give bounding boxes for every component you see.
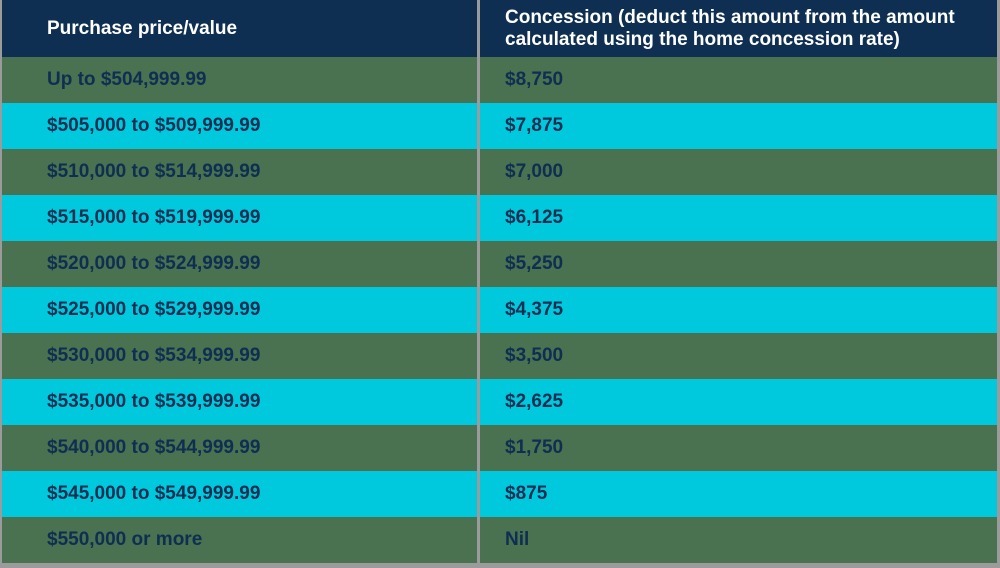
price-text: $520,000 to $524,999.99 [47,253,261,274]
concession-cell: $3,500 [480,333,997,379]
table-body: Up to $504,999.99 $8,750 $505,000 to $50… [2,57,997,563]
price-text: $545,000 to $549,999.99 [47,483,261,504]
concession-text: $2,625 [505,391,564,412]
price-text: $535,000 to $539,999.99 [47,391,261,412]
price-text: $540,000 to $544,999.99 [47,437,261,458]
concession-cell: $6,125 [480,195,997,241]
header-cell-concession: Concession (deduct this amount from the … [480,0,997,57]
price-cell: $530,000 to $534,999.99 [2,333,477,379]
concession-cell: $7,875 [480,103,997,149]
concession-cell: $2,625 [480,379,997,425]
price-cell: Up to $504,999.99 [2,57,477,103]
header-label-purchase-price: Purchase price/value [47,17,238,39]
price-cell: $520,000 to $524,999.99 [2,241,477,287]
table-row: $530,000 to $534,999.99 $3,500 [2,333,997,379]
price-text: $505,000 to $509,999.99 [47,115,261,136]
price-cell: $515,000 to $519,999.99 [2,195,477,241]
concession-text: $3,500 [505,345,564,366]
table-row: Up to $504,999.99 $8,750 [2,57,997,103]
concession-text: $1,750 [505,437,564,458]
concession-text: Nil [505,529,530,550]
price-text: $530,000 to $534,999.99 [47,345,261,366]
table-row: $535,000 to $539,999.99 $2,625 [2,379,997,425]
concession-cell: $4,375 [480,287,997,333]
table-row: $550,000 or more Nil [2,517,997,563]
concession-cell: $1,750 [480,425,997,471]
table-row: $540,000 to $544,999.99 $1,750 [2,425,997,471]
price-text: $525,000 to $529,999.99 [47,299,261,320]
price-text: Up to $504,999.99 [47,69,207,90]
concession-text: $4,375 [505,299,564,320]
concession-text: $6,125 [505,207,564,228]
concession-cell: $5,250 [480,241,997,287]
concession-text: $875 [505,483,548,504]
table-row: $510,000 to $514,999.99 $7,000 [2,149,997,195]
table-row: $545,000 to $549,999.99 $875 [2,471,997,517]
concession-text: $7,875 [505,115,564,136]
price-text: $510,000 to $514,999.99 [47,161,261,182]
table-row: $525,000 to $529,999.99 $4,375 [2,287,997,333]
concession-cell: $7,000 [480,149,997,195]
price-cell: $550,000 or more [2,517,477,563]
price-cell: $540,000 to $544,999.99 [2,425,477,471]
table-row: $520,000 to $524,999.99 $5,250 [2,241,997,287]
concession-cell: $8,750 [480,57,997,103]
header-cell-purchase-price: Purchase price/value [2,0,477,57]
header-label-concession: Concession (deduct this amount from the … [505,6,955,50]
table-row: $505,000 to $509,999.99 $7,875 [2,103,997,149]
concession-text: $8,750 [505,69,564,90]
price-text: $550,000 or more [47,529,203,550]
concession-cell: $875 [480,471,997,517]
price-cell: $535,000 to $539,999.99 [2,379,477,425]
price-text: $515,000 to $519,999.99 [47,207,261,228]
table-row: $515,000 to $519,999.99 $6,125 [2,195,997,241]
table-header-row: Purchase price/value Concession (deduct … [2,0,997,57]
price-cell: $505,000 to $509,999.99 [2,103,477,149]
concession-cell: Nil [480,517,997,563]
concession-text: $5,250 [505,253,564,274]
price-cell: $545,000 to $549,999.99 [2,471,477,517]
price-cell: $525,000 to $529,999.99 [2,287,477,333]
concession-text: $7,000 [505,161,564,182]
price-cell: $510,000 to $514,999.99 [2,149,477,195]
